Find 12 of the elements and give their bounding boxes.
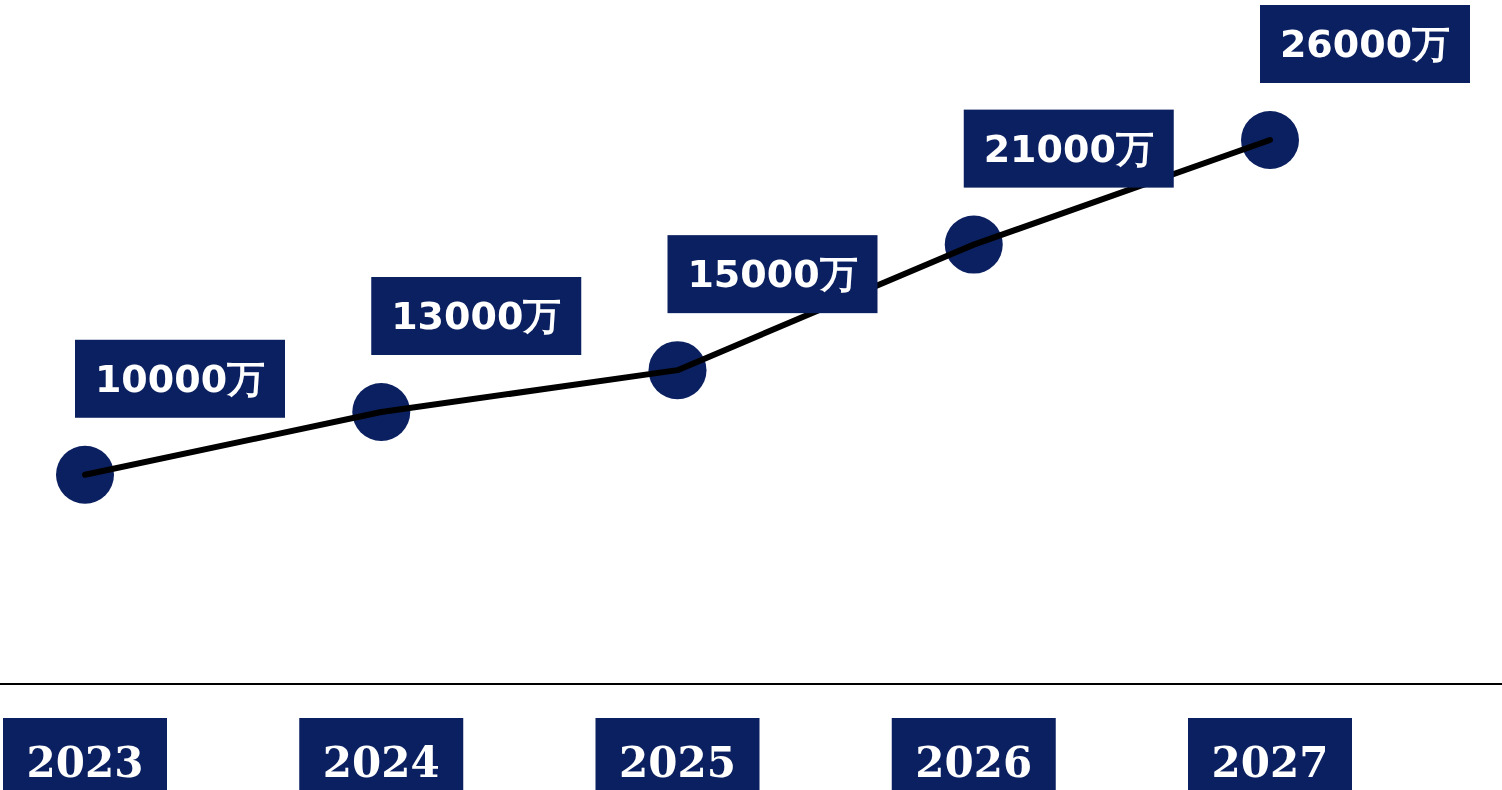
data-label: 21000万 [983, 126, 1154, 171]
x-tick-label: 2023 [26, 738, 144, 787]
point [56, 445, 114, 504]
x-tick-label: 2025 [619, 738, 736, 787]
data-label: 15000万 [687, 252, 858, 297]
x-tick-label: 2026 [915, 738, 1033, 787]
data-label: 26000万 [1279, 22, 1451, 66]
x-tick-label: 2024 [322, 738, 440, 787]
data-label: 13000万 [391, 294, 562, 338]
x-tick-label: 2027 [1211, 738, 1329, 787]
data-label: 10000万 [94, 356, 266, 401]
point [1241, 111, 1299, 169]
